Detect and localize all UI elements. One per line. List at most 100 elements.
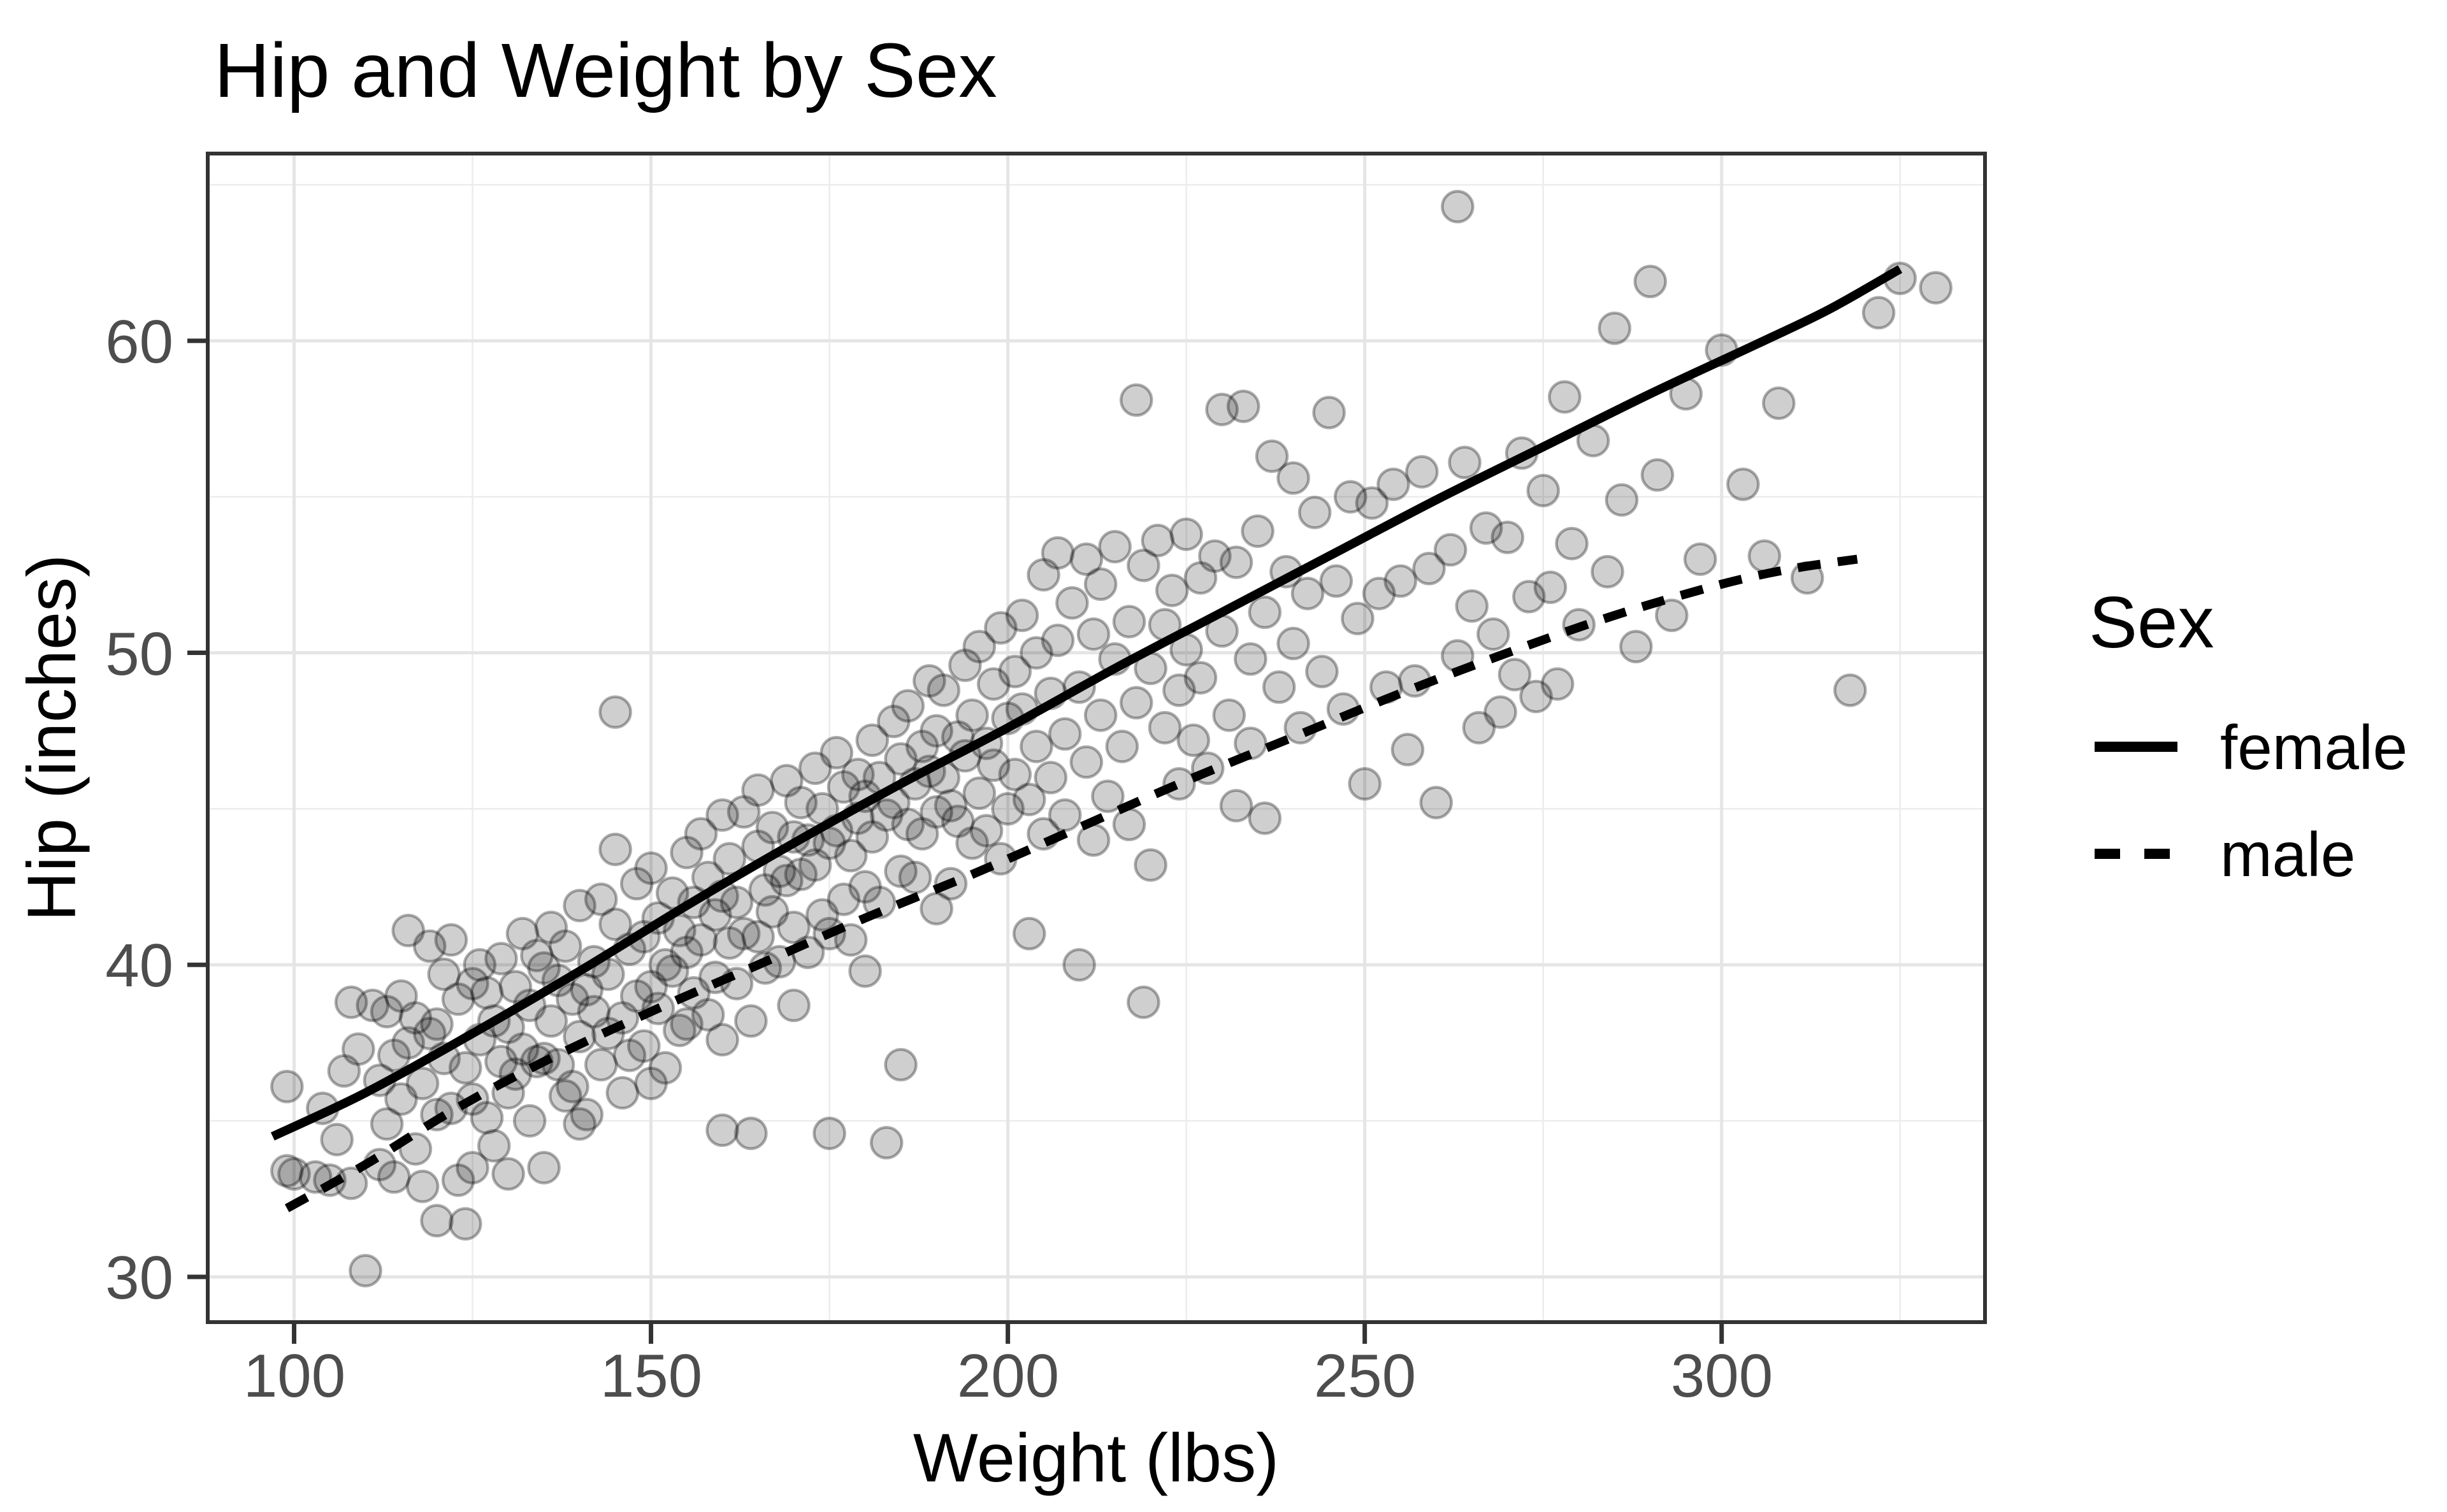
legend-label-male: male <box>2220 819 2355 889</box>
scatter-point <box>1605 483 1639 517</box>
scatter-point <box>998 758 1032 791</box>
scatter-point <box>1083 698 1118 732</box>
scatter-point <box>841 758 875 791</box>
scatter-point <box>976 748 1011 782</box>
scatter-point <box>491 1157 525 1191</box>
scatter-point <box>377 1160 411 1194</box>
scatter-point <box>1041 623 1075 658</box>
scatter-point <box>634 851 668 885</box>
scatter-point <box>784 858 818 891</box>
scatter-point <box>570 1098 604 1132</box>
scatter-point <box>391 1026 425 1060</box>
scatter-point <box>413 929 447 963</box>
scatter-point <box>1069 745 1104 779</box>
scatter-point <box>527 1151 561 1184</box>
scatter-point <box>556 982 589 1016</box>
scatter-point <box>812 1116 846 1150</box>
scatter-point <box>1305 654 1339 689</box>
scatter-point <box>1027 558 1060 592</box>
minor-gridlines <box>208 154 1985 1322</box>
scatter-point <box>277 1157 311 1191</box>
scatter-point <box>976 667 1011 701</box>
scatter-point <box>1640 458 1675 492</box>
scatter-point <box>1012 782 1046 816</box>
scatter-point <box>505 917 540 951</box>
scatter-point <box>891 807 925 842</box>
scatter-point <box>1341 601 1375 635</box>
scatter-point <box>327 1054 361 1088</box>
scatter-point <box>463 948 497 982</box>
scatter-point <box>955 826 989 860</box>
scatter-point <box>655 876 689 910</box>
panel-border <box>206 152 1987 1324</box>
scatter-point <box>898 860 932 895</box>
scatter-point <box>1591 554 1624 589</box>
scatter-point <box>1034 761 1068 795</box>
scatter-point <box>1376 467 1410 501</box>
scatter-point <box>1076 617 1111 651</box>
scatter-point <box>584 1048 618 1082</box>
scatter-point <box>834 839 868 873</box>
scatter-point <box>1183 561 1218 595</box>
scatter-point <box>612 1039 647 1072</box>
scatter-point <box>1526 473 1560 508</box>
scatter-point <box>1441 190 1475 224</box>
scatter-point <box>598 832 632 867</box>
scatter-point <box>1112 807 1146 842</box>
scatter-point <box>420 1204 454 1238</box>
scatter-point <box>1348 767 1382 801</box>
scatter-point <box>905 730 939 763</box>
scatter-point <box>1098 529 1132 564</box>
scatter-point <box>726 795 761 829</box>
scatter-point <box>1383 564 1417 598</box>
scatter-point <box>798 751 832 785</box>
legend: Sex female male <box>2089 582 2407 889</box>
scatter-point <box>441 982 475 1016</box>
y-tick-label-40: 40 <box>105 932 173 1000</box>
y-axis-title: Hip (inches) <box>13 554 90 921</box>
scatter-point <box>1390 733 1425 767</box>
scatter-point <box>413 1016 447 1051</box>
scatter-point <box>1533 570 1568 604</box>
scatter-point <box>370 995 404 1028</box>
scatter-point <box>1861 296 1896 330</box>
scatter-point <box>705 1113 739 1148</box>
x-axis-title: Weight (lbs) <box>913 1419 1279 1496</box>
scatter-point <box>619 867 654 901</box>
scatter-point <box>784 786 818 819</box>
scatter-point <box>741 919 775 954</box>
scatter-point <box>1219 789 1253 823</box>
scatter-point <box>1205 392 1239 426</box>
scatter-point <box>1219 545 1253 579</box>
scatter-point <box>719 886 754 919</box>
scatter-point <box>1726 467 1760 501</box>
scatter-point <box>505 1032 540 1066</box>
scatter-point <box>1598 311 1631 345</box>
scatter-point <box>1234 642 1267 676</box>
scatter-point <box>470 976 504 1010</box>
smooth-curve-female <box>270 265 1903 1141</box>
scatter-point <box>1198 539 1232 573</box>
scatter-point <box>1762 386 1796 421</box>
scatter-point <box>634 970 668 1004</box>
scatter-point <box>477 1129 511 1163</box>
scatter-point <box>819 736 854 770</box>
scatter-point <box>691 998 725 1032</box>
scatter-point <box>1498 658 1532 692</box>
scatter-point <box>962 630 997 664</box>
scatter-point <box>984 611 1018 645</box>
scatter-point <box>1333 480 1368 514</box>
scatter-point <box>855 723 890 757</box>
scatter-point <box>755 810 790 845</box>
scatter-point <box>420 1007 454 1041</box>
x-tick-label-100: 100 <box>243 1342 345 1410</box>
scatter-point <box>1312 396 1346 429</box>
scatter-point <box>384 1082 418 1116</box>
scatter-point <box>755 895 790 929</box>
scatter-point <box>1091 779 1125 814</box>
scatter-point <box>1262 670 1296 704</box>
scatter-point <box>1355 486 1389 520</box>
scatter-point <box>884 1048 918 1082</box>
scatter-point <box>1127 549 1160 582</box>
